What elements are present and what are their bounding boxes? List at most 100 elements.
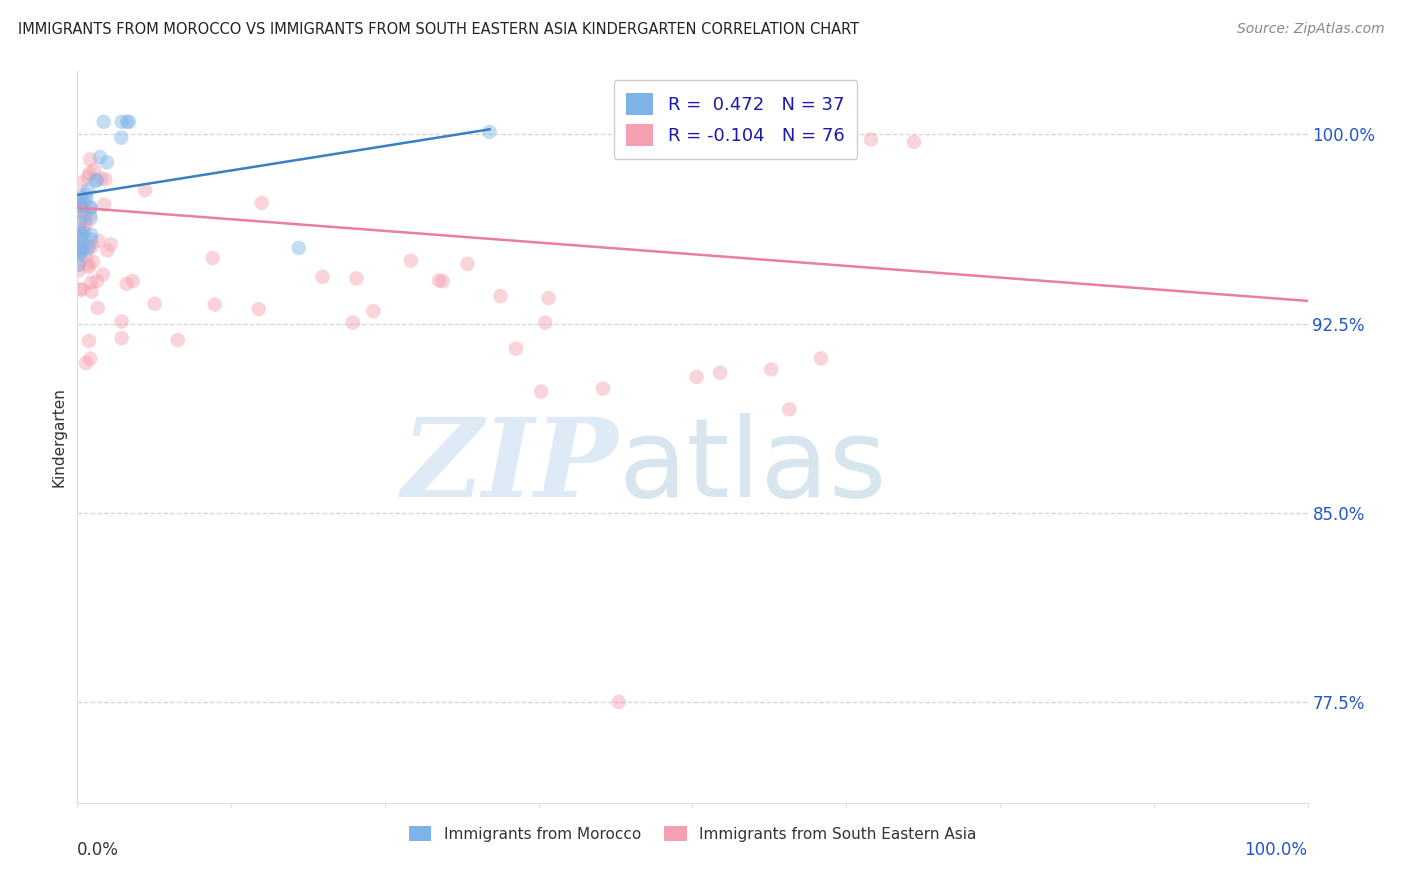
Point <box>432 274 454 288</box>
Point <box>84 174 107 188</box>
Point <box>247 301 270 316</box>
Point <box>810 351 832 366</box>
Point <box>73 208 96 222</box>
Point <box>427 273 450 287</box>
Point <box>70 200 93 214</box>
Point <box>77 260 100 275</box>
Y-axis label: Kindergarten: Kindergarten <box>52 387 67 487</box>
Point <box>77 258 100 272</box>
Point <box>93 197 115 211</box>
Point <box>342 316 364 330</box>
Point <box>89 150 111 164</box>
Point <box>69 248 91 262</box>
Point <box>90 171 112 186</box>
Point <box>79 207 101 221</box>
Point <box>761 362 783 376</box>
Point <box>110 130 132 145</box>
Point <box>80 232 103 246</box>
Point <box>134 183 156 197</box>
Point <box>118 115 141 129</box>
Point <box>77 241 100 255</box>
Point <box>87 301 110 315</box>
Point <box>686 370 709 384</box>
Point <box>100 237 122 252</box>
Text: 0.0%: 0.0% <box>77 841 120 859</box>
Point <box>121 274 143 288</box>
Point <box>93 115 115 129</box>
Point <box>69 215 91 229</box>
Point <box>69 194 91 208</box>
Point <box>87 234 110 248</box>
Point <box>859 132 882 146</box>
Point <box>67 198 90 212</box>
Point <box>67 241 90 255</box>
Point <box>709 366 731 380</box>
Point <box>82 255 104 269</box>
Point <box>72 229 94 244</box>
Text: Source: ZipAtlas.com: Source: ZipAtlas.com <box>1237 22 1385 37</box>
Point <box>72 203 94 218</box>
Text: IMMIGRANTS FROM MOROCCO VS IMMIGRANTS FROM SOUTH EASTERN ASIA KINDERGARTEN CORRE: IMMIGRANTS FROM MOROCCO VS IMMIGRANTS FR… <box>18 22 859 37</box>
Point <box>489 289 512 303</box>
Point <box>75 192 97 206</box>
Text: 100.0%: 100.0% <box>1244 841 1308 859</box>
Point <box>96 244 118 258</box>
Point <box>344 271 367 285</box>
Point <box>69 245 91 260</box>
Point <box>534 316 557 330</box>
Point <box>72 241 94 255</box>
Point <box>592 382 614 396</box>
Point <box>80 227 103 242</box>
Point <box>70 283 93 297</box>
Point <box>903 135 925 149</box>
Point <box>67 264 90 278</box>
Point <box>70 175 93 189</box>
Point <box>77 334 100 348</box>
Point <box>73 205 96 219</box>
Point <box>67 238 90 252</box>
Point <box>111 115 134 129</box>
Point <box>75 249 97 263</box>
Point <box>75 218 97 232</box>
Point <box>79 153 101 167</box>
Point <box>77 183 100 197</box>
Point <box>478 125 501 139</box>
Point <box>75 188 97 202</box>
Point <box>80 285 103 299</box>
Point <box>72 195 94 210</box>
Point <box>67 222 90 236</box>
Point <box>77 240 100 254</box>
Point <box>86 274 108 288</box>
Point <box>204 297 226 311</box>
Point <box>67 257 90 271</box>
Point <box>67 258 90 272</box>
Point <box>69 199 91 213</box>
Point <box>80 276 103 290</box>
Point <box>80 201 103 215</box>
Point <box>456 257 478 271</box>
Point <box>91 268 114 282</box>
Point <box>73 227 96 241</box>
Point <box>250 195 273 210</box>
Point <box>75 213 97 227</box>
Point <box>79 166 101 180</box>
Point <box>288 241 311 255</box>
Point <box>80 239 103 253</box>
Point <box>75 356 97 370</box>
Point <box>70 189 93 203</box>
Point <box>79 351 101 366</box>
Point <box>75 238 97 252</box>
Point <box>80 211 103 226</box>
Point <box>69 226 91 240</box>
Point <box>363 304 385 318</box>
Text: ZIP: ZIP <box>402 413 619 520</box>
Point <box>111 331 134 345</box>
Point <box>86 173 108 187</box>
Point <box>83 162 105 177</box>
Point <box>94 172 117 186</box>
Point <box>72 222 94 236</box>
Point <box>311 269 333 284</box>
Point <box>115 115 138 129</box>
Point <box>505 342 527 356</box>
Text: atlas: atlas <box>619 413 887 520</box>
